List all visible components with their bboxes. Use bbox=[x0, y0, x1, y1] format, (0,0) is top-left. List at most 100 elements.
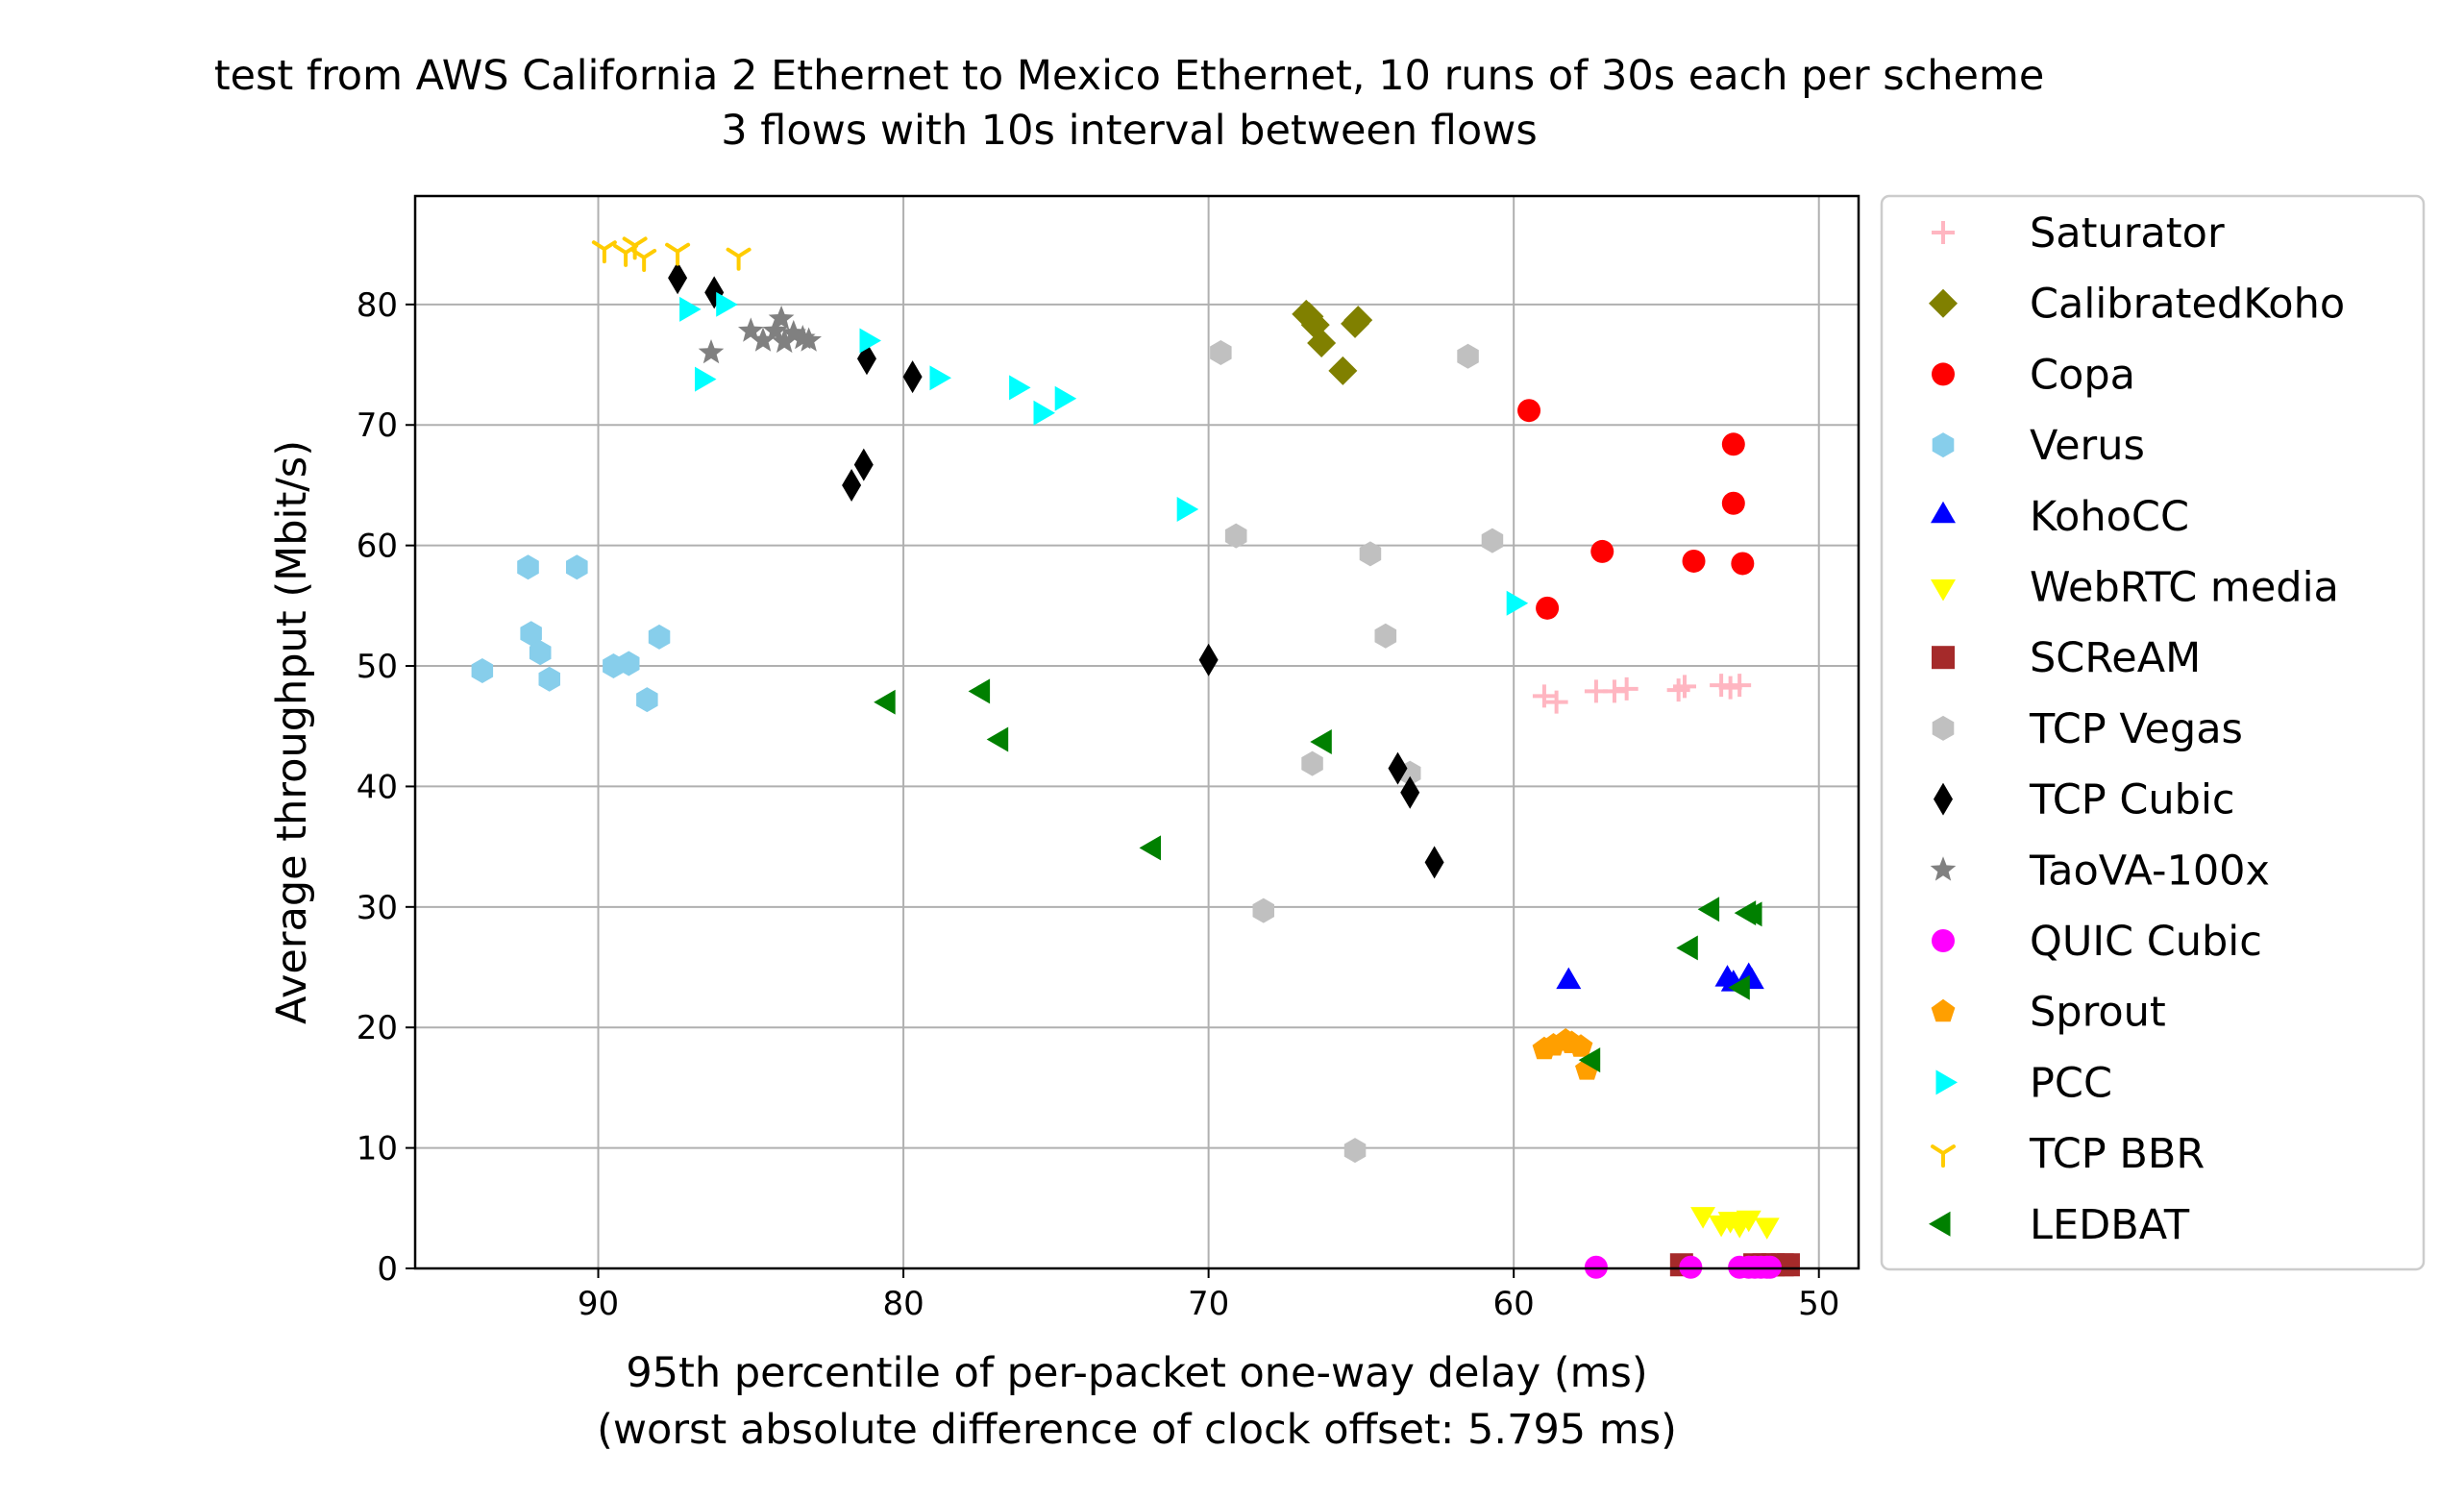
point-taova-100x bbox=[762, 317, 788, 342]
legend-label: LEDBAT bbox=[2030, 1201, 2190, 1249]
x-tick-label: 60 bbox=[1493, 1285, 1535, 1323]
point-verus bbox=[517, 554, 539, 580]
legend-label: PCC bbox=[2030, 1059, 2112, 1107]
point-tcp-cubic bbox=[902, 360, 923, 394]
point-pcc bbox=[695, 366, 717, 392]
point-tcp-vegas bbox=[1374, 623, 1397, 649]
y-tick-label: 40 bbox=[357, 768, 398, 806]
legend-label: Saturator bbox=[2030, 209, 2225, 258]
point-pcc bbox=[679, 296, 702, 322]
legend-label: TCP Cubic bbox=[2029, 776, 2235, 824]
legend-entry-webrtc-media: WebRTC media bbox=[1931, 564, 2339, 612]
point-saturator bbox=[1544, 690, 1568, 714]
legend-marker-copa bbox=[1932, 362, 1955, 386]
point-tcp-vegas bbox=[1252, 898, 1274, 923]
legend-marker-pcc bbox=[1935, 1070, 1958, 1095]
point-pcc bbox=[716, 291, 738, 317]
legend-entry-calibratedkoho: CalibratedKoho bbox=[1929, 281, 2345, 329]
series-verus bbox=[471, 554, 671, 713]
series-taova-100x bbox=[698, 305, 822, 364]
legend-marker-quic-cubic bbox=[1932, 929, 1955, 952]
point-ledbat bbox=[1578, 1047, 1601, 1073]
legend-label: TCP BBR bbox=[2029, 1130, 2205, 1178]
point-verus bbox=[471, 658, 494, 683]
chart-title: test from AWS California 2 Ethernet to M… bbox=[214, 52, 2045, 100]
point-verus bbox=[566, 554, 588, 580]
legend-entry-tcp-bbr: TCP BBR bbox=[1931, 1130, 2205, 1178]
point-webrtc-media bbox=[1736, 1210, 1762, 1233]
legend-label: QUIC Cubic bbox=[2030, 918, 2262, 966]
point-kohocc bbox=[1556, 967, 1582, 990]
point-quic-cubic bbox=[1758, 1255, 1782, 1279]
y-tick-label: 30 bbox=[357, 889, 398, 927]
point-calibratedkoho bbox=[1328, 356, 1358, 385]
y-tick-label: 0 bbox=[377, 1250, 398, 1289]
point-tcp-vegas bbox=[1210, 340, 1232, 365]
legend-entry-copa: Copa bbox=[1932, 351, 2135, 399]
point-taova-100x bbox=[750, 327, 776, 352]
point-tcp-cubic bbox=[1388, 751, 1408, 785]
point-saturator bbox=[1666, 678, 1690, 702]
point-tcp-vegas bbox=[1343, 1138, 1367, 1164]
series-copa bbox=[1517, 399, 1755, 620]
point-pcc bbox=[1054, 385, 1077, 411]
series-tcp-vegas bbox=[1210, 340, 1504, 1164]
series-quic-cubic bbox=[1584, 1255, 1782, 1279]
legend-label: TCP Vegas bbox=[2029, 705, 2243, 753]
point-tcp-vegas bbox=[1481, 528, 1504, 553]
x-tick-label: 90 bbox=[578, 1285, 619, 1323]
legend-entry-kohocc: KohoCC bbox=[1931, 493, 2189, 541]
point-saturator bbox=[1532, 684, 1556, 708]
point-copa bbox=[1721, 491, 1745, 515]
point-copa bbox=[1536, 596, 1560, 620]
y-tick-label: 70 bbox=[357, 406, 398, 445]
point-calibratedkoho bbox=[1307, 328, 1337, 357]
legend-label: KohoCC bbox=[2030, 493, 2189, 541]
legend-entry-verus: Verus bbox=[1932, 422, 2145, 470]
point-tcp-vegas bbox=[1457, 343, 1479, 369]
point-tcp-cubic bbox=[842, 468, 862, 502]
point-webrtc-media bbox=[1754, 1217, 1780, 1240]
legend-label: Copa bbox=[2030, 351, 2135, 399]
legend-marker-kohocc bbox=[1931, 501, 1956, 524]
y-axis-label: Average throughput (Mbit/s) bbox=[268, 440, 316, 1024]
series-sprout bbox=[1532, 1028, 1599, 1080]
point-taova-100x bbox=[698, 339, 725, 364]
data-points bbox=[471, 236, 1800, 1279]
y-tick-label: 50 bbox=[357, 648, 398, 686]
point-copa bbox=[1517, 399, 1541, 423]
x-tick-label: 70 bbox=[1188, 1285, 1229, 1323]
point-saturator bbox=[1673, 675, 1696, 699]
point-tcp-cubic bbox=[668, 261, 688, 295]
legend-entry-sprout: Sprout bbox=[1931, 989, 2166, 1037]
point-tcp-vegas bbox=[1359, 541, 1382, 567]
legend-frame bbox=[1880, 194, 2426, 1271]
series-pcc bbox=[679, 291, 1529, 616]
point-taova-100x bbox=[768, 305, 795, 331]
point-calibratedkoho bbox=[1343, 306, 1373, 335]
series-tcp-cubic bbox=[668, 261, 1444, 879]
point-pcc bbox=[1506, 590, 1529, 616]
legend-label: TaoVA-100x bbox=[2029, 847, 2270, 895]
point-saturator bbox=[1614, 676, 1639, 701]
point-ledbat bbox=[1676, 935, 1698, 961]
point-verus bbox=[636, 687, 658, 713]
point-tcp-bbr bbox=[631, 248, 657, 272]
point-ledbat bbox=[968, 678, 991, 704]
point-ledbat bbox=[1697, 897, 1720, 922]
legend-label: Verus bbox=[2030, 422, 2145, 470]
legend-entry-ledbat: LEDBAT bbox=[1929, 1201, 2190, 1249]
point-pcc bbox=[859, 328, 881, 354]
point-tcp-vegas bbox=[1301, 750, 1323, 776]
point-ledbat bbox=[986, 726, 1009, 752]
legend-marker-sprout bbox=[1931, 998, 1956, 1022]
point-tcp-bbr bbox=[726, 247, 752, 271]
point-pcc bbox=[1033, 400, 1055, 426]
legend-marker-tcp-cubic bbox=[1934, 782, 1953, 816]
x-axis-label: 95th percentile of per-packet one-way de… bbox=[626, 1349, 1647, 1397]
legend: Saturator CalibratedKoho Copa Verus KohoCC We… bbox=[1880, 194, 2426, 1271]
legend-entry-taova-100x: TaoVA-100x bbox=[1930, 847, 2270, 895]
point-saturator bbox=[1602, 679, 1626, 703]
point-verus bbox=[529, 640, 552, 666]
